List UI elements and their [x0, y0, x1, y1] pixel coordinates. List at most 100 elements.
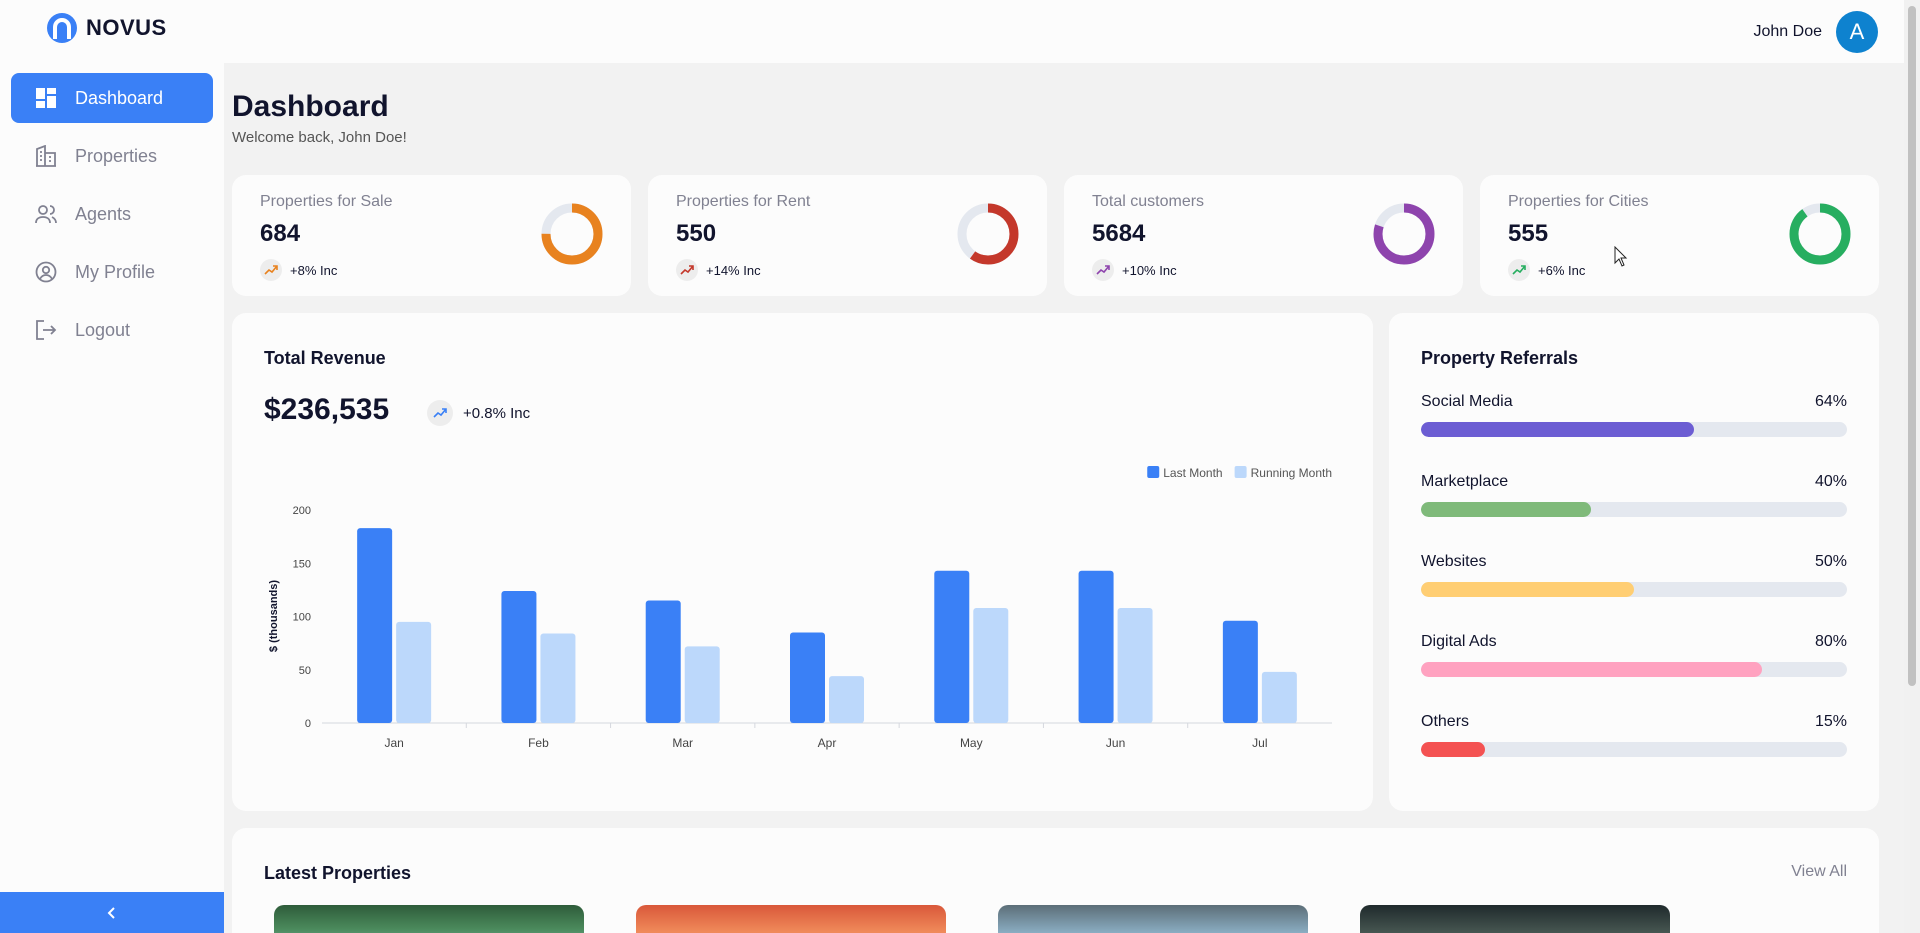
- donut-fill: [1373, 203, 1435, 265]
- referral-item: Websites 50%: [1421, 553, 1847, 597]
- sidebar: Dashboard Properties Agents My Profile L…: [0, 63, 224, 933]
- stat-value: 684: [260, 220, 301, 247]
- user-menu[interactable]: John Doe A: [1754, 11, 1878, 53]
- property-thumbnail[interactable]: [1360, 905, 1670, 933]
- stat-change: +10% Inc: [1092, 259, 1177, 281]
- people-icon: [35, 205, 57, 224]
- bar-last-month-feb[interactable]: [501, 590, 537, 723]
- stat-donut: [1373, 203, 1435, 265]
- referral-item: Social Media 64%: [1421, 393, 1847, 437]
- mouse-cursor-icon: [1614, 246, 1628, 267]
- referral-percent: 40%: [1814, 473, 1847, 490]
- stat-label: Properties for Sale: [260, 193, 393, 210]
- bar-running-month-feb[interactable]: [540, 633, 576, 723]
- building-icon: [36, 145, 56, 167]
- x-tick-label: Jan: [384, 736, 403, 750]
- y-axis-label: $ (thousands): [268, 580, 280, 652]
- revenue-bar-chart: 0 50 100 150 200 $ (thousands) Jan Feb Mar Apr May…: [268, 466, 1332, 750]
- page-scrollbar[interactable]: [1904, 0, 1920, 933]
- donut-fill: [1789, 203, 1851, 265]
- sidebar-item-dashboard[interactable]: Dashboard: [11, 73, 213, 123]
- stat-value: 550: [676, 220, 717, 247]
- avatar[interactable]: A: [1836, 11, 1878, 53]
- donut-fill: [541, 203, 603, 265]
- referral-progress-track: [1421, 582, 1847, 597]
- sidebar-item-agents[interactable]: Agents: [11, 189, 213, 239]
- chevron-left-icon: [107, 906, 115, 919]
- sidebar-item-label: Properties: [75, 145, 158, 166]
- trend-up-icon: [427, 400, 453, 426]
- bar-running-month-mar[interactable]: [684, 646, 720, 723]
- revenue-change: +0.8% Inc: [427, 400, 530, 426]
- sidebar-item-my-profile[interactable]: My Profile: [11, 247, 213, 297]
- stat-value: 555: [1508, 220, 1549, 247]
- bar-last-month-mar[interactable]: [645, 600, 681, 723]
- bar-last-month-may[interactable]: [934, 570, 970, 723]
- top-bar: NOVUS John Doe A: [0, 0, 1904, 63]
- referral-percent: 50%: [1814, 553, 1847, 570]
- sidebar-item-properties[interactable]: Properties: [11, 131, 213, 181]
- referral-progress-track: [1421, 662, 1847, 677]
- referral-progress-fill: [1421, 502, 1592, 517]
- y-tick-label: 0: [305, 718, 311, 730]
- bar-running-month-may[interactable]: [973, 607, 1009, 723]
- referral-progress-track: [1421, 502, 1847, 517]
- stat-label: Properties for Cities: [1508, 193, 1649, 210]
- referral-item: Others 15%: [1421, 713, 1847, 757]
- referrals-title: Property Referrals: [1421, 348, 1579, 368]
- trend-up-icon: [1092, 259, 1114, 281]
- legend-swatch: [1234, 466, 1247, 478]
- bar-running-month-jun[interactable]: [1117, 607, 1153, 723]
- stat-change-text: +14% Inc: [706, 262, 761, 278]
- y-tick-label: 50: [299, 665, 311, 677]
- stat-change: +14% Inc: [676, 259, 761, 281]
- x-tick-label: Apr: [818, 736, 837, 750]
- bar-last-month-jul[interactable]: [1222, 620, 1258, 723]
- brand-name: NOVUS: [86, 15, 167, 40]
- y-tick-label: 200: [293, 505, 311, 517]
- novus-logo-icon: [47, 13, 77, 43]
- logout-icon: [36, 320, 57, 340]
- donut-fill: [957, 203, 1019, 265]
- bar-last-month-apr[interactable]: [790, 632, 825, 723]
- legend-label: Last Month: [1163, 466, 1222, 480]
- bar-running-month-apr[interactable]: [829, 676, 864, 723]
- page-title: Dashboard: [232, 90, 389, 123]
- stat-change: +6% Inc: [1508, 259, 1585, 281]
- bar-running-month-jan[interactable]: [396, 621, 432, 723]
- referral-name: Digital Ads: [1421, 633, 1497, 650]
- sidebar-collapse-button[interactable]: [0, 892, 224, 933]
- y-tick-label: 150: [293, 558, 311, 570]
- bar-last-month-jan[interactable]: [357, 528, 393, 723]
- referral-percent: 15%: [1814, 713, 1847, 730]
- x-tick-label: Jul: [1252, 736, 1267, 750]
- bar-last-month-jun[interactable]: [1078, 570, 1114, 723]
- referral-progress-track: [1421, 422, 1847, 437]
- referral-percent: 64%: [1814, 393, 1847, 410]
- stat-change-text: +6% Inc: [1538, 262, 1586, 278]
- referrals-card: Property Referrals Social Media 64% Mark…: [1389, 313, 1879, 811]
- stat-donut: [541, 203, 603, 265]
- sidebar-item-logout[interactable]: Logout: [11, 305, 213, 355]
- stat-card-sale: Properties for Sale 684 +8% Inc: [232, 175, 631, 296]
- latest-properties-card: Latest Properties View All: [232, 828, 1879, 933]
- property-thumbnail[interactable]: [998, 905, 1308, 933]
- sidebar-item-label: Agents: [75, 203, 132, 224]
- logo[interactable]: NOVUS: [46, 12, 167, 44]
- referral-name: Marketplace: [1421, 473, 1509, 490]
- property-thumbnail[interactable]: [274, 905, 584, 933]
- latest-properties-title: Latest Properties: [264, 863, 412, 883]
- sidebar-item-label: Logout: [75, 319, 131, 340]
- x-tick-label: Jun: [1106, 736, 1125, 750]
- bar-running-month-jul[interactable]: [1261, 671, 1297, 723]
- stat-donut: [1789, 203, 1851, 265]
- x-tick-label: Feb: [528, 736, 549, 750]
- view-all-link[interactable]: View All: [1791, 863, 1847, 880]
- referral-progress-fill: [1421, 422, 1694, 437]
- revenue-card: Total Revenue $236,535 +0.8% Inc 0 50 100 1…: [232, 313, 1373, 811]
- page-subtitle: Welcome back, John Doe!: [232, 129, 407, 146]
- stat-card-customers: Total customers 5684 +10% Inc: [1064, 175, 1463, 296]
- property-thumbnail[interactable]: [636, 905, 946, 933]
- revenue-title: Total Revenue: [264, 348, 386, 368]
- scrollbar-thumb[interactable]: [1908, 6, 1916, 686]
